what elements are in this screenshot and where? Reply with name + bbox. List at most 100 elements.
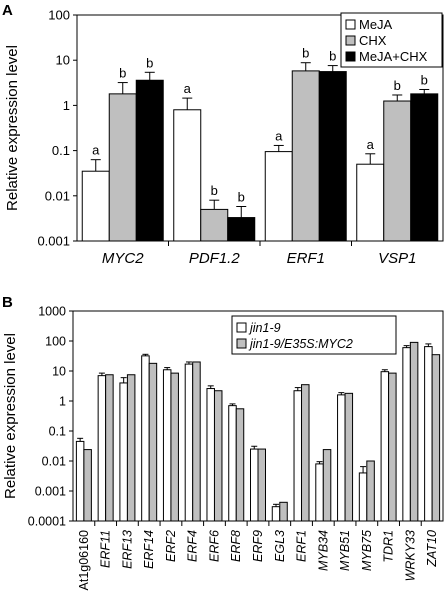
b-bar: [235, 408, 245, 522]
a-ytick-label: 10: [56, 53, 70, 68]
b-bar: [402, 347, 411, 522]
b-ytick-label: 0.1: [49, 425, 66, 439]
b-bar: [380, 371, 390, 522]
a-bar: [81, 170, 110, 242]
a-xtick-label: MYC2: [102, 250, 144, 267]
b-legend: [231, 315, 397, 355]
b-bar: [271, 506, 281, 522]
b-bar: [431, 354, 441, 522]
b-ytick-label: 0.001: [35, 485, 66, 499]
a-legend-swatch: [345, 35, 356, 46]
b-bar: [279, 501, 288, 522]
a-significance-letter: a: [92, 143, 100, 158]
b-bar: [192, 361, 201, 522]
a-bar: [108, 93, 137, 242]
b-ylabel: Relative expression level: [2, 333, 19, 499]
b-ytick-label: 100: [45, 335, 66, 349]
a-ytick-label: 0.001: [37, 234, 70, 249]
b-legend-label: jin1-9/E35S:MYC2: [248, 337, 353, 351]
b-bar: [315, 463, 324, 522]
b-xtick-label: ERF2: [164, 530, 178, 562]
b-bar: [358, 472, 368, 522]
a-significance-letter: b: [238, 189, 245, 204]
a-bar: [200, 208, 229, 242]
b-xtick-label: ERF11: [99, 530, 113, 568]
a-xtick-label: PDF1.2: [189, 250, 241, 267]
b-xtick-label: EGL3: [273, 530, 287, 562]
a-significance-letter: b: [329, 49, 336, 64]
b-bar: [228, 405, 237, 522]
b-bar: [75, 440, 85, 522]
a-significance-letter: b: [302, 46, 309, 61]
a-bar: [291, 70, 320, 242]
a-significance-letter: b: [146, 55, 153, 70]
b-xtick-label: TDR1: [382, 530, 396, 563]
b-xtick-label: ERF4: [186, 530, 200, 562]
a-xtick-label: ERF1: [287, 250, 325, 267]
a-significance-letter: b: [211, 183, 218, 198]
b-legend-swatch: [236, 338, 247, 349]
a-ytick-label: 1: [63, 98, 70, 113]
b-bar: [126, 374, 136, 522]
a-bar: [227, 217, 256, 242]
b-ytick-label: 10: [52, 365, 66, 379]
b-bar: [148, 362, 158, 522]
a-legend: [340, 12, 443, 68]
b-xtick-label: ERF8: [229, 530, 243, 562]
b-xtick-label: ERF13: [120, 530, 134, 569]
panel-label-b: B: [2, 294, 13, 311]
b-bar: [388, 372, 397, 522]
a-bar: [356, 163, 385, 242]
b-legend-swatch: [236, 322, 247, 333]
b-bar: [184, 363, 194, 522]
a-bar: [264, 151, 293, 242]
a-significance-letter: b: [421, 72, 428, 87]
b-bar: [83, 449, 92, 522]
b-xtick-label: ERF6: [207, 530, 221, 562]
a-significance-letter: b: [394, 78, 401, 93]
b-xtick-label: WRKY33: [403, 530, 417, 581]
a-significance-letter: a: [275, 128, 283, 143]
b-xtick-label: ERF9: [251, 530, 265, 562]
b-bar: [366, 460, 375, 522]
a-legend-swatch: [345, 19, 356, 30]
a-bar: [173, 109, 202, 242]
a-bar: [383, 100, 412, 242]
b-xtick-label: MYB51: [338, 530, 352, 571]
b-bar: [424, 346, 433, 522]
a-ytick-label: 100: [48, 8, 70, 23]
b-bar: [344, 392, 354, 522]
b-legend-label: jin1-9: [248, 321, 281, 335]
b-xtick-label: ERF1: [295, 530, 309, 562]
b-bar: [141, 355, 150, 522]
b-bar: [213, 390, 223, 522]
panel-label-a: A: [2, 2, 13, 19]
a-significance-letter: a: [367, 137, 375, 152]
a-legend-label: MeJA: [359, 17, 393, 32]
b-xtick-label: At1g06160: [77, 530, 91, 591]
b-ytick-label: 1000: [38, 305, 66, 319]
b-bar: [105, 374, 114, 522]
chart-a: 100 10 1 0.1 0.01 0.001 Relative expression le…: [4, 8, 444, 267]
a-significance-letter: a: [184, 81, 192, 96]
a-bar: [135, 79, 164, 242]
b-bar: [301, 384, 310, 522]
b-bar: [162, 369, 172, 522]
a-legend-label: CHX: [359, 33, 387, 48]
b-bar: [97, 375, 107, 522]
b-xtick-label: ERF14: [142, 530, 156, 569]
b-bar: [322, 449, 332, 522]
b-bar: [409, 341, 419, 522]
a-bar: [410, 93, 439, 242]
a-legend-swatch: [345, 51, 356, 62]
b-bar: [257, 448, 266, 522]
a-xtick-label: VSP1: [378, 250, 416, 267]
b-ytick-label: 1: [59, 395, 66, 409]
b-bar: [250, 448, 259, 522]
a-ylabel: Relative expression level: [4, 45, 21, 211]
b-bar: [119, 382, 128, 522]
a-ytick-label: 0.1: [52, 143, 70, 158]
b-xtick-label: MYB34: [316, 530, 330, 571]
b-ytick-label: 0.01: [42, 455, 66, 469]
